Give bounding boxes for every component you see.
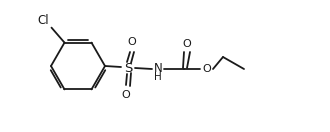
- Text: O: O: [122, 90, 130, 100]
- Text: O: O: [182, 39, 191, 49]
- Text: S: S: [124, 62, 132, 74]
- Text: Cl: Cl: [38, 14, 49, 27]
- Text: O: O: [203, 64, 212, 74]
- Text: H: H: [154, 72, 162, 82]
- Text: N: N: [154, 62, 162, 74]
- Text: O: O: [128, 37, 136, 47]
